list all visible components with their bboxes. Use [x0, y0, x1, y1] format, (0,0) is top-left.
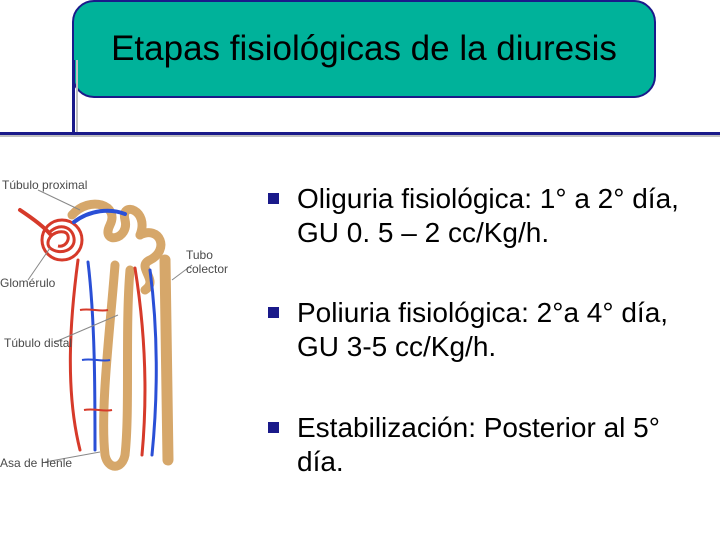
label-tubo-colector: Tubo colector [186, 248, 230, 276]
decorative-vertical-line-shadow [76, 60, 78, 136]
bullet-item: Oliguria fisiológica: 1° a 2° día, GU 0.… [268, 182, 708, 250]
bullet-text: Poliuria fisiológica: 2°a 4° día, GU 3-5… [297, 296, 708, 364]
bullet-item: Estabilización: Posterior al 5° día. [268, 411, 708, 479]
label-glomerulo: Glomérulo [0, 276, 55, 290]
bullet-item: Poliuria fisiológica: 2°a 4° día, GU 3-5… [268, 296, 708, 364]
label-tubulo-distal: Túbulo distal [4, 336, 72, 350]
bullet-text: Estabilización: Posterior al 5° día. [297, 411, 708, 479]
label-tubulo-proximal: Túbulo proximal [2, 178, 87, 192]
bullet-marker-icon [268, 422, 279, 433]
decorative-horizontal-rule-shadow [0, 135, 720, 137]
decorative-vertical-line [72, 60, 75, 136]
nephron-diagram: Túbulo proximal Glomérulo Tubo colector … [0, 170, 230, 490]
bullet-marker-icon [268, 307, 279, 318]
bullet-list: Oliguria fisiológica: 1° a 2° día, GU 0.… [268, 182, 708, 525]
bullet-marker-icon [268, 193, 279, 204]
bullet-text: Oliguria fisiológica: 1° a 2° día, GU 0.… [297, 182, 708, 250]
slide-title: Etapas fisiológicas de la diuresis [111, 27, 617, 71]
slide-title-box: Etapas fisiológicas de la diuresis [72, 0, 656, 98]
nephron-svg [0, 170, 230, 490]
label-asa-de-henle: Asa de Henle [0, 456, 72, 470]
